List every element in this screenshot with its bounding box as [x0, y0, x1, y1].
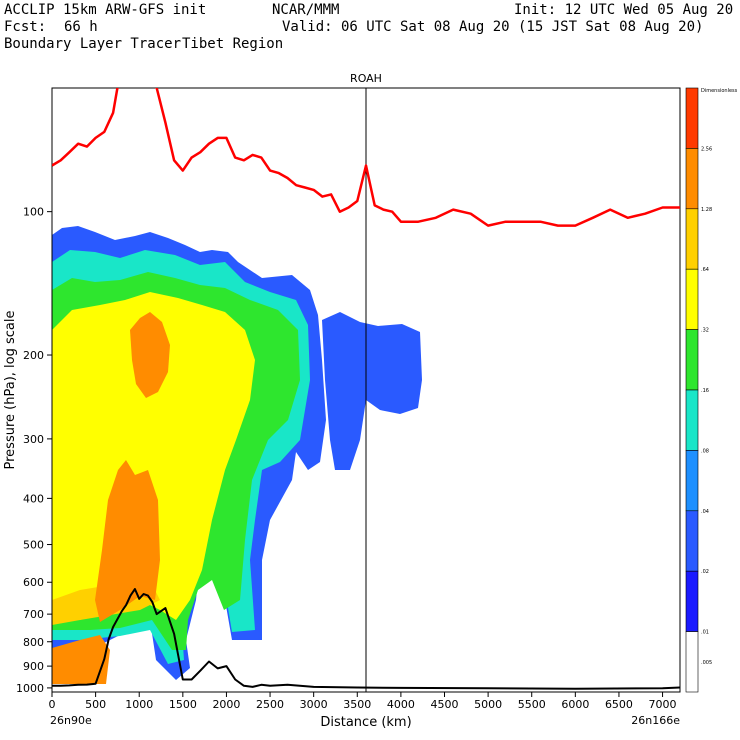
y-tick-label: 600: [23, 576, 44, 589]
org-label: NCAR/MMM: [272, 2, 340, 18]
x-axis-ticks: 0 500 1000 1500 2000 2500 3000 3500 4000 4500 5000…: [49, 692, 677, 711]
tracer-field: [52, 226, 422, 684]
colorbar-level-label: 2.56: [701, 146, 712, 152]
x-tick-label: 2500: [256, 698, 284, 711]
colorbar-level-label: 1.28: [701, 207, 712, 213]
y-tick-label: 200: [23, 349, 44, 362]
right-endpoint: 26n166e: [631, 714, 680, 727]
x-tick-label: 6000: [561, 698, 589, 711]
x-axis-label: Distance (km): [320, 715, 411, 730]
colorbar-swatch: [685, 329, 699, 391]
colorbar-level-label: .02: [701, 569, 709, 575]
tracer-level-032: [52, 292, 255, 620]
y-tick-label: 300: [23, 433, 44, 446]
init-time: Init: 12 UTC Wed 05 Aug 20: [514, 2, 734, 18]
colorbar-level-label: .32: [701, 328, 709, 334]
y-tick-label: 400: [23, 492, 44, 505]
x-tick-label: 6500: [605, 698, 633, 711]
left-endpoint: 26n90e: [50, 714, 92, 727]
colorbar-level-label: .01: [701, 630, 709, 636]
x-tick-label: 5500: [518, 698, 546, 711]
x-tick-label: 7000: [649, 698, 677, 711]
colorbar-level-label: .16: [701, 388, 709, 394]
chart-title: ROAH: [350, 72, 382, 85]
colorbar-level-label: .04: [701, 509, 709, 515]
x-tick-label: 0: [49, 698, 56, 711]
x-tick-label: 4500: [431, 698, 459, 711]
colorbar-swatch: [685, 450, 699, 512]
colorbar-swatch: [685, 268, 699, 330]
y-tick-label: 100: [23, 206, 44, 219]
colorbar: Dimensionless 2.56 1.28 .64 .32 .16 .08 .04 .02.…: [685, 87, 738, 693]
x-tick-label: 2000: [212, 698, 240, 711]
y-tick-label: 800: [23, 636, 44, 649]
x-tick-label: 500: [85, 698, 106, 711]
colorbar-swatch: [685, 510, 699, 572]
tracer-level-128-core: [95, 460, 160, 622]
colorbar-title: Dimensionless: [701, 88, 738, 94]
x-tick-label: 1500: [169, 698, 197, 711]
x-tick-label: 3000: [300, 698, 328, 711]
model-title: ACCLIP 15km ARW-GFS init: [4, 2, 207, 18]
colorbar-swatch: [685, 631, 699, 693]
valid-time: Valid: 06 UTC Sat 08 Aug 20 (15 JST Sat …: [282, 19, 704, 35]
colorbar-swatch: [685, 148, 699, 210]
terrain-line: [52, 588, 680, 690]
colorbar-swatch: [685, 87, 699, 149]
x-tick-label: 4000: [387, 698, 415, 711]
profile-lines: [52, 88, 680, 692]
y-tick-label: 1000: [16, 682, 44, 695]
colorbar-level-label: .64: [701, 267, 709, 273]
colorbar-swatch: [685, 389, 699, 451]
x-tick-label: 1000: [125, 698, 153, 711]
tracer-level-128-upper: [130, 312, 170, 398]
y-tick-label: 700: [23, 608, 44, 621]
x-tick-label: 5000: [474, 698, 502, 711]
x-tick-label: 3500: [343, 698, 371, 711]
colorbar-level-label: .08: [701, 448, 709, 454]
tracer-level-002-plume: [322, 312, 422, 470]
tracer-level-128-surface: [52, 635, 110, 684]
colorbar-swatch: [685, 208, 699, 270]
y-tick-label: 500: [23, 539, 44, 552]
colorbar-swatch: [685, 570, 699, 632]
forecast-hours: 66 h: [64, 19, 98, 35]
product-name: Boundary Layer Tracer: [4, 36, 182, 52]
tropopause-line: [52, 88, 680, 227]
region-name: Tibet Region: [182, 36, 284, 52]
y-tick-label: 900: [23, 660, 44, 673]
colorbar-level-label: .005: [701, 660, 712, 666]
forecast-label: Fcst:: [4, 19, 47, 35]
y-axis-label: Pressure (hPa), log scale: [3, 311, 18, 470]
y-axis-ticks: 100 200 300 400 500 600 700 800 900 1000: [16, 206, 52, 695]
